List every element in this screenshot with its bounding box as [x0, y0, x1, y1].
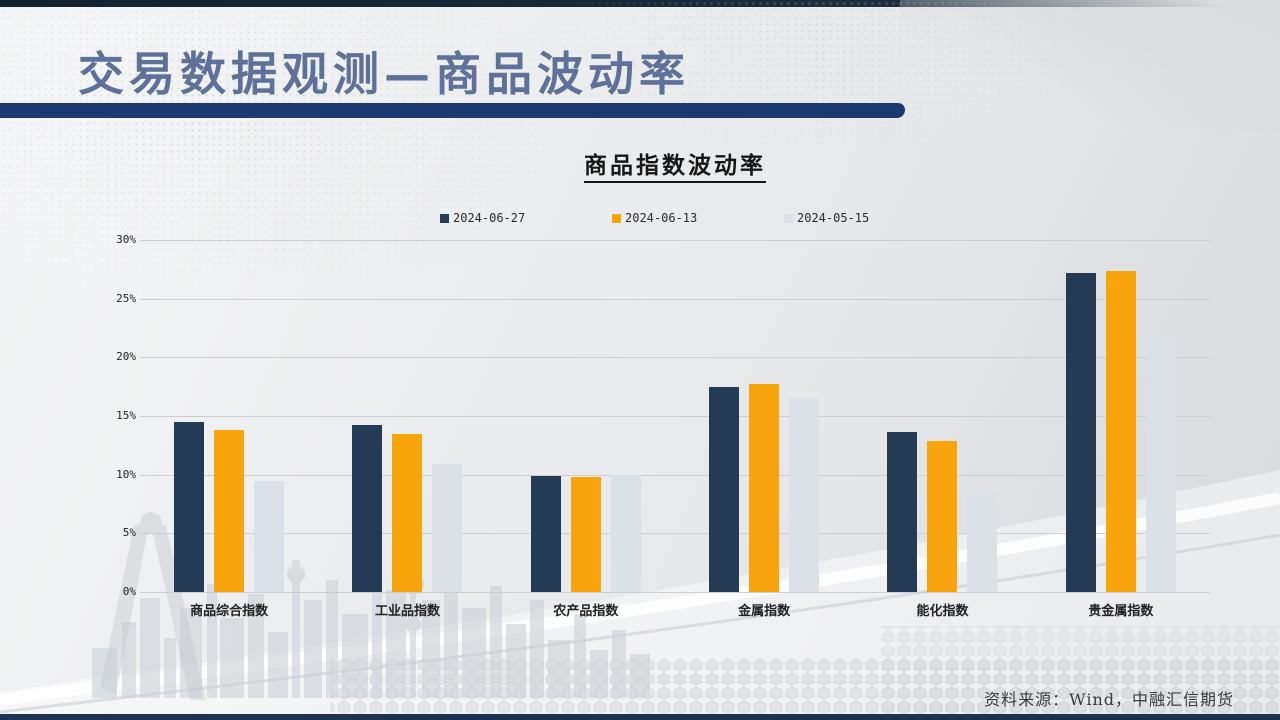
bar-2024-06-27 — [352, 425, 383, 592]
bar-2024-06-27 — [709, 386, 740, 592]
legend-swatch — [440, 213, 449, 223]
bar-group — [1032, 270, 1210, 592]
x-category-label: 工业品指数 — [374, 604, 440, 619]
bar-2024-06-13 — [214, 430, 245, 592]
gridline — [140, 474, 1210, 476]
gridline — [140, 533, 1210, 535]
halftone-dot-pattern — [0, 8, 600, 308]
bar-2024-06-27 — [1065, 272, 1096, 592]
bar-group — [318, 425, 496, 592]
gridline — [140, 357, 1210, 359]
bar-2024-06-13 — [927, 440, 958, 592]
x-category-label: 商品综合指数 — [190, 604, 269, 619]
plot-area — [140, 240, 1210, 593]
y-tick-label: 5% — [122, 526, 136, 540]
gray-corner-wedge — [900, 0, 1280, 130]
legend-swatch — [612, 213, 621, 223]
bar-2024-05-15 — [967, 493, 998, 592]
bar-2024-06-27 — [887, 432, 918, 592]
y-tick-label: 30% — [116, 233, 136, 246]
y-tick-label: 15% — [116, 409, 136, 422]
bar-group — [497, 474, 675, 592]
chart-title: 商品指数波动率 — [140, 146, 1210, 183]
y-tick-label: 25% — [116, 291, 136, 305]
legend-label: 2024-06-13 — [625, 211, 698, 225]
bar-group — [853, 432, 1031, 592]
legend-swatch — [784, 213, 793, 223]
bar-2024-06-13 — [392, 433, 423, 592]
source-note: 资料来源：Wind，中融汇信期货 — [984, 690, 1234, 709]
bar-2024-06-13 — [749, 384, 780, 592]
y-tick-label: 0% — [122, 585, 136, 598]
x-category-label: 能化指数 — [916, 604, 969, 619]
bar-2024-06-27 — [174, 421, 205, 592]
y-axis-labels: 0% 5% 10% 15% 20% 25% 30% — [88, 233, 136, 598]
gridline — [140, 416, 1210, 417]
bar-2024-06-13 — [570, 477, 601, 592]
bar-group — [140, 421, 318, 592]
x-axis-labels: 商品综合指数 工业品指数 农产品指数 金属指数 能化指数 贵金属指数 — [140, 600, 1210, 620]
legend-label: 2024-06-27 — [453, 211, 526, 225]
gridline — [140, 298, 1210, 300]
chart-legend: 2024-06-27 2024-06-13 2024-05-15 — [440, 211, 956, 225]
gridline — [140, 240, 1210, 241]
x-category-label: 贵金属指数 — [1088, 604, 1154, 619]
bar-2024-06-27 — [530, 475, 561, 592]
bottom-accent-bar — [0, 714, 1280, 720]
bar-2024-05-15 — [1145, 337, 1176, 592]
x-category-label: 农产品指数 — [553, 604, 619, 619]
bar-2024-06-13 — [1105, 270, 1136, 592]
x-category-label: 金属指数 — [738, 604, 791, 619]
bar-2024-05-15 — [789, 398, 820, 592]
legend-item: 2024-06-27 — [440, 211, 612, 225]
bar-group — [675, 384, 853, 592]
bar-2024-05-15 — [254, 480, 285, 592]
gridline — [140, 592, 1210, 593]
bar-2024-05-15 — [432, 464, 463, 592]
bar-2024-05-15 — [610, 474, 641, 592]
title-underline-bar — [0, 103, 905, 118]
slide-title: 交易数据观测—商品波动率 — [78, 47, 690, 101]
y-tick-label: 10% — [116, 467, 136, 481]
y-tick-label: 20% — [116, 350, 136, 364]
legend-item: 2024-06-13 — [612, 211, 784, 225]
legend-label: 2024-05-15 — [797, 211, 870, 225]
legend-item: 2024-05-15 — [784, 211, 956, 225]
